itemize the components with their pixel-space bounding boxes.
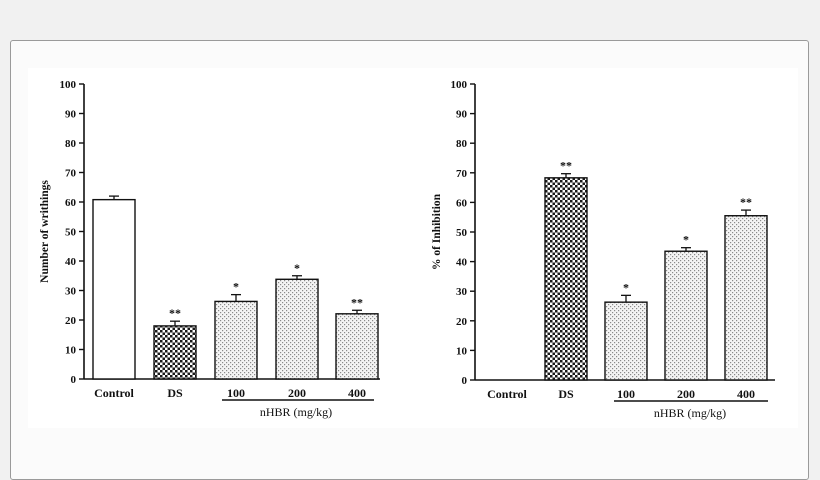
y-tick-label: 50 [65,227,77,239]
writhings-chart: 0 10 20 30 40 50 60 70 80 90 100 Number of writhing… [39,79,380,419]
bar [664,250,708,381]
bar [724,215,768,381]
x-category-label: Control [94,386,134,400]
significance-label: * [233,280,239,294]
y-tick-label: 40 [456,257,468,269]
x-category-label: Control [487,387,527,401]
y-tick-label: 60 [456,197,468,209]
y-axis-title: % of Inhibition [431,193,443,270]
bar [335,313,379,380]
significance-label: * [294,261,300,275]
y-tick-label: 0 [71,374,77,386]
x-category-label: 100 [227,386,245,400]
significance-label: ** [351,295,363,309]
significance-label: ** [740,195,752,209]
bar [604,301,648,381]
y-tick-label: 20 [65,315,77,327]
y-tick-label: 70 [456,168,468,180]
y-tick-label: 20 [456,316,468,328]
x-category-label: DS [558,387,574,401]
y-tick-label: 30 [65,286,77,298]
significance-label: ** [560,159,572,173]
bar [92,198,136,380]
y-tick-label: 100 [451,79,468,91]
y-tick-label: 60 [65,197,77,209]
inhibition-chart: 0 10 20 30 40 50 60 70 80 90 100 % of Inhibition Con… [431,79,775,420]
x-category-label: DS [167,386,183,400]
bar [544,177,588,381]
x-category-label: 100 [617,387,635,401]
group-label: nHBR (mg/kg) [260,405,332,419]
significance-label: ** [169,306,181,320]
y-tick-label: 10 [65,345,77,357]
y-tick-label: 100 [60,79,77,91]
y-tick-label: 40 [65,256,77,268]
x-category-label: 200 [677,387,695,401]
y-tick-label: 70 [65,168,77,180]
y-tick-label: 80 [456,138,468,150]
y-tick-label: 90 [456,109,468,121]
significance-label: * [623,280,629,294]
y-tick-label: 80 [65,138,77,150]
y-axis-title: Number of writhings [39,180,51,283]
group-label: nHBR (mg/kg) [654,406,726,420]
x-category-label: 400 [348,386,366,400]
significance-label: * [683,233,689,247]
y-tick-label: 90 [65,109,77,121]
y-tick-label: 10 [456,345,468,357]
x-category-label: 400 [737,387,755,401]
x-category-label: 200 [288,386,306,400]
bar [153,325,197,380]
y-tick-label: 0 [462,375,468,387]
y-tick-label: 50 [456,227,468,239]
bar [214,300,258,380]
y-tick-label: 30 [456,286,468,298]
bar [275,278,319,380]
